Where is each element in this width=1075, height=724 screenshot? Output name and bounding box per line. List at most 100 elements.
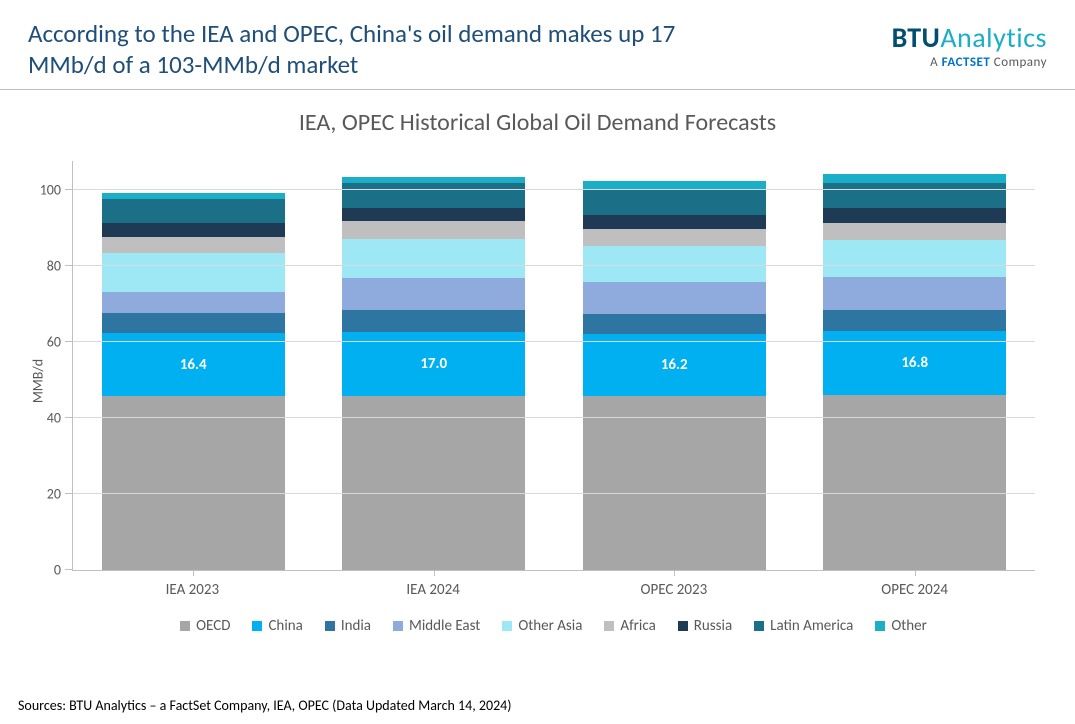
bar-segment-oecd bbox=[342, 396, 525, 569]
x-axis-labels: IEA 2023 IEA 2024 OPEC 2023 OPEC 2024 bbox=[72, 581, 1035, 599]
bar-segment-other bbox=[102, 193, 285, 199]
bar-segment-africa bbox=[823, 223, 1006, 240]
brand-sub: A FACTSET Company bbox=[892, 55, 1047, 70]
x-tick bbox=[674, 570, 675, 576]
legend-swatch bbox=[325, 621, 335, 631]
source-note: Sources: BTU Analytics – a FactSet Compa… bbox=[18, 697, 512, 714]
bar-segment-oecd bbox=[102, 396, 285, 570]
chart-area: MMB/d 16.417.016.216.8 020406080100 IEA … bbox=[72, 161, 1035, 601]
legend-label: India bbox=[341, 617, 371, 635]
bar-segment-other bbox=[823, 174, 1006, 183]
legend: OECD China India Middle East Other Asia Afric… bbox=[72, 617, 1035, 635]
bar-segment-africa bbox=[583, 229, 766, 246]
legend-item-china: China bbox=[252, 617, 302, 635]
legend-label: Other Asia bbox=[518, 617, 582, 635]
grid-line bbox=[73, 265, 1035, 266]
bar-segment-oecd bbox=[823, 395, 1006, 569]
legend-swatch bbox=[875, 621, 885, 631]
plot: 16.417.016.216.8 020406080100 bbox=[72, 161, 1035, 571]
y-tick-label: 100 bbox=[40, 181, 73, 198]
y-tick-label: 80 bbox=[47, 257, 73, 274]
legend-item-middle-east: Middle East bbox=[393, 617, 480, 635]
bar-segment-russia bbox=[342, 208, 525, 222]
bar-segment-other-asia bbox=[102, 253, 285, 292]
china-value-label: 16.8 bbox=[823, 354, 1006, 372]
legend-item-latin-america: Latin America bbox=[754, 617, 853, 635]
bar-segment-latin-america bbox=[583, 190, 766, 215]
grid-line bbox=[73, 417, 1035, 418]
bar-segment-latin-america bbox=[823, 183, 1006, 208]
legend-label: Africa bbox=[620, 617, 655, 635]
bar-segment-other-asia bbox=[342, 239, 525, 278]
bar-segment-russia bbox=[583, 215, 766, 229]
legend-swatch bbox=[393, 621, 403, 631]
bar-segment-middle-east bbox=[342, 278, 525, 311]
x-axis-label: OPEC 2023 bbox=[582, 581, 765, 599]
y-tick-label: 0 bbox=[54, 561, 73, 578]
bar-group: 16.4 bbox=[102, 193, 285, 569]
header: According to the IEA and OPEC, China's o… bbox=[0, 0, 1075, 90]
bar-segment-middle-east bbox=[583, 282, 766, 314]
brand-btu: BTU bbox=[892, 20, 941, 55]
bar-group: 16.2 bbox=[583, 181, 766, 569]
legend-label: OECD bbox=[196, 617, 230, 635]
chart-title: IEA, OPEC Historical Global Oil Demand F… bbox=[0, 108, 1075, 137]
y-tick-label: 40 bbox=[47, 409, 73, 426]
legend-item-africa: Africa bbox=[604, 617, 655, 635]
x-tick bbox=[434, 570, 435, 576]
legend-item-oecd: OECD bbox=[180, 617, 230, 635]
x-axis-label: IEA 2023 bbox=[101, 581, 284, 599]
bar-segment-china: 16.4 bbox=[102, 333, 285, 395]
legend-label: Middle East bbox=[409, 617, 480, 635]
legend-item-russia: Russia bbox=[678, 617, 732, 635]
legend-swatch bbox=[502, 621, 512, 631]
china-value-label: 16.2 bbox=[583, 356, 766, 374]
bar-segment-india bbox=[342, 310, 525, 332]
brand-top: BTUAnalytics bbox=[892, 20, 1047, 55]
x-axis-label: IEA 2024 bbox=[342, 581, 525, 599]
bar-segment-middle-east bbox=[102, 292, 285, 313]
legend-label: Russia bbox=[694, 617, 732, 635]
y-tick-label: 60 bbox=[47, 333, 73, 350]
bar-group: 17.0 bbox=[342, 177, 525, 569]
legend-swatch bbox=[678, 621, 688, 631]
brand-logo: BTUAnalytics A FACTSET Company bbox=[892, 18, 1047, 70]
bar-segment-russia bbox=[823, 208, 1006, 222]
legend-label: Latin America bbox=[770, 617, 853, 635]
bar-segment-oecd bbox=[583, 396, 766, 570]
china-value-label: 16.4 bbox=[102, 356, 285, 374]
legend-swatch bbox=[180, 621, 190, 631]
legend-swatch bbox=[252, 621, 262, 631]
y-tick-label: 20 bbox=[47, 485, 73, 502]
x-tick bbox=[193, 570, 194, 576]
grid-line bbox=[73, 189, 1035, 190]
legend-swatch bbox=[754, 621, 764, 631]
x-axis-label: OPEC 2024 bbox=[823, 581, 1006, 599]
legend-label: Other bbox=[891, 617, 927, 635]
legend-swatch bbox=[604, 621, 614, 631]
brand-sub-factset: FACTSET bbox=[942, 55, 991, 70]
bar-segment-india bbox=[823, 310, 1006, 331]
bar-segment-latin-america bbox=[102, 199, 285, 223]
bar-segment-middle-east bbox=[823, 277, 1006, 310]
bar-segment-africa bbox=[342, 221, 525, 238]
x-tick bbox=[915, 570, 916, 576]
brand-sub-prefix: A bbox=[930, 55, 941, 70]
legend-item-other-asia: Other Asia bbox=[502, 617, 582, 635]
bar-segment-india bbox=[102, 313, 285, 334]
legend-item-other: Other bbox=[875, 617, 927, 635]
bar-segment-russia bbox=[102, 223, 285, 237]
bar-segment-latin-america bbox=[342, 183, 525, 208]
y-axis-label: MMB/d bbox=[30, 358, 47, 402]
china-value-label: 17.0 bbox=[342, 355, 525, 373]
bar-segment-india bbox=[583, 314, 766, 335]
bars-container: 16.4 17.0 16.2 16.8 bbox=[73, 161, 1035, 570]
page-title: According to the IEA and OPEC, China's o… bbox=[28, 18, 728, 81]
bar-segment-africa bbox=[102, 237, 285, 254]
grid-line bbox=[73, 341, 1035, 342]
bar-segment-china: 16.2 bbox=[583, 334, 766, 396]
brand-analytics: Analytics bbox=[940, 20, 1047, 55]
brand-sub-suffix: Company bbox=[990, 55, 1047, 70]
grid-line bbox=[73, 493, 1035, 494]
legend-item-india: India bbox=[325, 617, 371, 635]
